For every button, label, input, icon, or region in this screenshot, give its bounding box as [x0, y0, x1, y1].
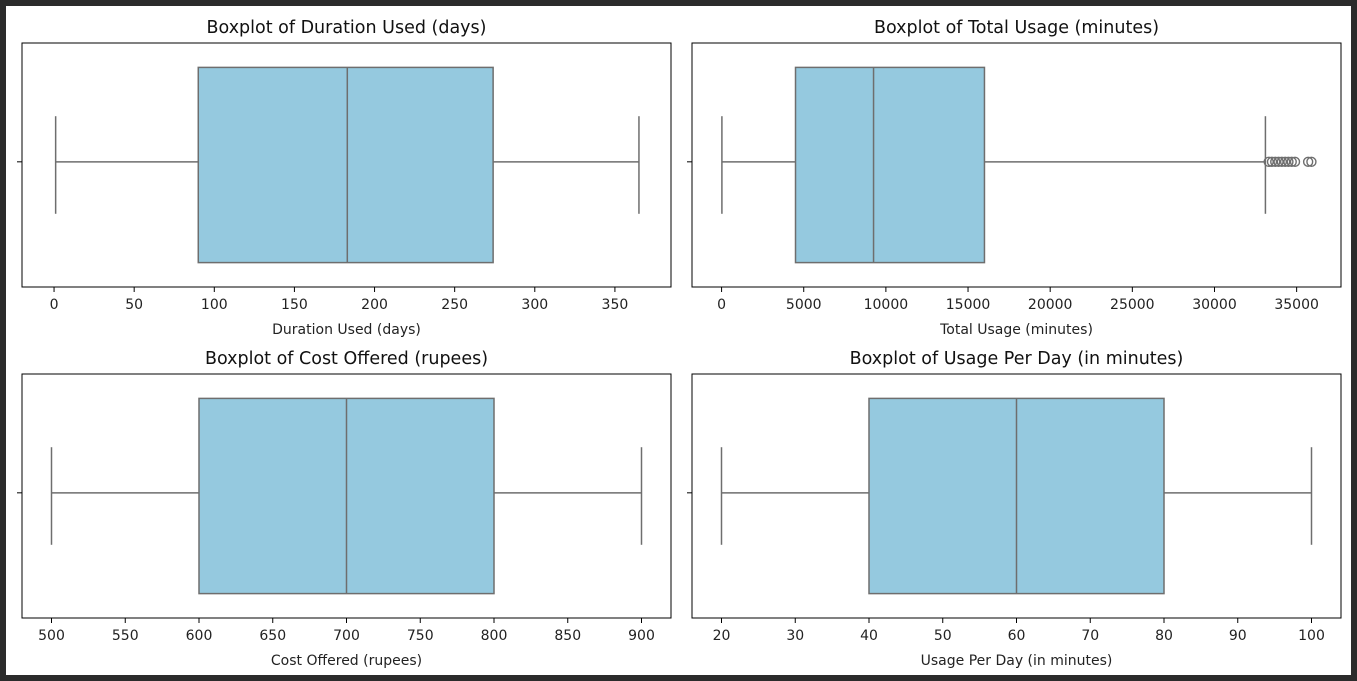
- figure: Boxplot of Duration Used (days) 0 50 100 150…: [6, 6, 1351, 675]
- panel-cost-offered: Boxplot of Cost Offered (rupees) 500 550 60…: [17, 349, 672, 669]
- x-tick-label-cost-offered-7: 850: [554, 628, 581, 644]
- chart-title-cost-offered: Boxplot of Cost Offered (rupees): [205, 349, 488, 369]
- x-tick-label-total-usage-3: 15000: [946, 297, 991, 313]
- outlier-point-total-usage-6: [1283, 156, 1294, 168]
- x-tick-label-usage-per-day-5: 70: [1081, 628, 1099, 644]
- outlier-point-total-usage-10: [1306, 156, 1317, 168]
- x-tick-label-cost-offered-4: 700: [333, 628, 360, 644]
- x-tick-label-usage-per-day-1: 30: [786, 628, 804, 644]
- panel-duration-used: Boxplot of Duration Used (days) 0 50 100 150…: [17, 18, 672, 338]
- axes-frame-total-usage: [691, 42, 1342, 288]
- x-tick-label-duration-used-6: 300: [521, 297, 548, 313]
- outlier-point-total-usage-5: [1279, 156, 1291, 168]
- outlier-point-total-usage-0: [1263, 156, 1274, 168]
- x-tick-label-usage-per-day-0: 20: [713, 628, 731, 644]
- outlier-point-total-usage-9: [1302, 156, 1314, 168]
- x-tick-label-duration-used-1: 50: [125, 297, 143, 313]
- x-tick-label-cost-offered-3: 650: [259, 628, 286, 644]
- x-tick-label-duration-used-4: 200: [361, 297, 388, 313]
- iqr-box-duration-used: [197, 66, 494, 264]
- x-tick-label-usage-per-day-8: 100: [1298, 628, 1325, 644]
- x-tick-label-duration-used-2: 100: [201, 297, 228, 313]
- x-tick-label-total-usage-1: 5000: [786, 297, 822, 313]
- x-tick-label-cost-offered-1: 550: [112, 628, 139, 644]
- x-tick-label-cost-offered-8: 900: [628, 628, 655, 644]
- x-tick-label-cost-offered-0: 500: [38, 628, 65, 644]
- outlier-point-total-usage-3: [1273, 156, 1284, 168]
- x-tick-label-cost-offered-6: 800: [481, 628, 508, 644]
- iqr-box-total-usage: [794, 66, 986, 264]
- x-tick-label-total-usage-2: 10000: [864, 297, 909, 313]
- x-tick-label-usage-per-day-2: 40: [860, 628, 878, 644]
- axes-frame-duration-used: [21, 42, 672, 288]
- outlier-point-total-usage-7: [1286, 156, 1297, 168]
- x-axis-label-duration-used: Duration Used (days): [272, 322, 421, 338]
- x-tick-label-usage-per-day-6: 80: [1155, 628, 1173, 644]
- x-axis-label-usage-per-day: Usage Per Day (in minutes): [921, 653, 1113, 669]
- x-tick-label-total-usage-4: 20000: [1028, 297, 1073, 313]
- x-tick-label-duration-used-5: 250: [441, 297, 468, 313]
- outlier-point-total-usage-4: [1276, 156, 1288, 168]
- x-tick-label-cost-offered-5: 750: [407, 628, 434, 644]
- boxplot-figure: Boxplot of Duration Used (days) 0 50 100 150…: [17, 18, 1342, 669]
- x-tick-label-usage-per-day-7: 90: [1229, 628, 1247, 644]
- x-tick-label-total-usage-7: 35000: [1274, 297, 1319, 313]
- outlier-point-total-usage-8: [1289, 156, 1301, 168]
- x-tick-label-duration-used-3: 150: [281, 297, 308, 313]
- outlier-point-total-usage-2: [1270, 156, 1281, 168]
- x-tick-label-usage-per-day-3: 50: [934, 628, 952, 644]
- chart-title-duration-used: Boxplot of Duration Used (days): [207, 18, 487, 38]
- x-tick-label-duration-used-7: 350: [602, 297, 629, 313]
- x-tick-label-total-usage-0: 0: [717, 297, 726, 313]
- outlier-point-total-usage-1: [1266, 156, 1278, 168]
- x-axis-label-cost-offered: Cost Offered (rupees): [271, 653, 422, 669]
- x-tick-label-usage-per-day-4: 60: [1008, 628, 1026, 644]
- x-tick-label-cost-offered-2: 600: [186, 628, 213, 644]
- chart-title-usage-per-day: Boxplot of Usage Per Day (in minutes): [850, 349, 1184, 369]
- x-tick-label-duration-used-0: 0: [50, 297, 59, 313]
- panel-usage-per-day: Boxplot of Usage Per Day (in minutes) 20 3…: [687, 349, 1342, 669]
- panel-total-usage: Boxplot of Total Usage (minutes) 0 5000 100…: [687, 18, 1342, 338]
- x-axis-label-total-usage: Total Usage (minutes): [939, 322, 1093, 338]
- x-tick-label-total-usage-6: 30000: [1192, 297, 1237, 313]
- chart-title-total-usage: Boxplot of Total Usage (minutes): [874, 18, 1159, 38]
- x-tick-label-total-usage-5: 25000: [1110, 297, 1155, 313]
